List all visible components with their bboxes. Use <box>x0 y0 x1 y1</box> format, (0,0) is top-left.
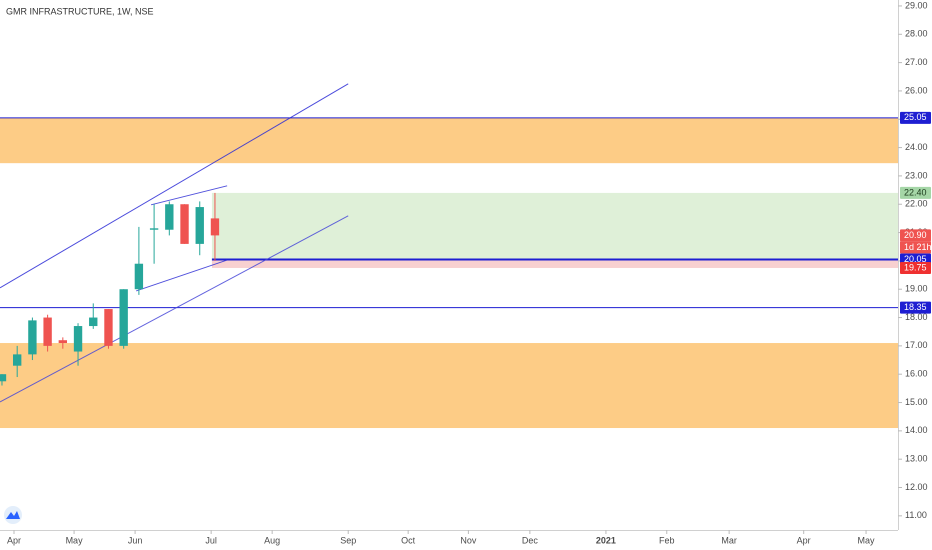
x-tick-label: 2021 <box>596 535 616 545</box>
candle-body <box>73 326 83 352</box>
y-tick-label: 28.00 <box>905 29 928 39</box>
logo <box>4 506 22 524</box>
candle-body <box>149 228 159 230</box>
y-tick-label: 22.00 <box>905 199 928 209</box>
candle-body <box>134 263 144 290</box>
x-tick-label: Apr <box>797 535 811 545</box>
y-tick-label: 23.00 <box>905 170 928 180</box>
y-tick-label: 26.00 <box>905 85 928 95</box>
x-tick-label: Jul <box>205 535 217 545</box>
candle-body <box>210 218 220 236</box>
price-label-box <box>900 186 931 199</box>
y-tick-label: 15.00 <box>905 397 928 407</box>
candle-body <box>89 317 98 327</box>
y-tick-label: 17.00 <box>905 340 928 350</box>
y-tick-label: 24.00 <box>905 142 928 152</box>
price-label-box <box>900 229 931 242</box>
trend-line <box>135 259 228 292</box>
y-tick-label: 19.00 <box>905 284 928 294</box>
x-tick-label: May <box>66 535 84 545</box>
x-tick-label: Oct <box>401 535 416 545</box>
price-label: 22.40 <box>904 187 927 197</box>
position-zone <box>211 192 899 260</box>
x-tick-label: May <box>858 535 876 545</box>
candle-body <box>58 340 68 344</box>
zone <box>0 117 898 164</box>
price-label: 20.05 <box>904 254 927 264</box>
y-tick-label: 18.00 <box>905 312 928 322</box>
y-tick-label: 16.00 <box>905 369 928 379</box>
price-label: 25.05 <box>904 112 927 122</box>
drawings <box>0 83 898 403</box>
candle-body <box>0 374 7 382</box>
candle-body <box>43 317 52 346</box>
chart-title: GMR INFRASTRUCTURE, 1W, NSE <box>6 6 154 16</box>
y-tick-label: 14.00 <box>905 425 928 435</box>
y-tick-label: 13.00 <box>905 454 928 464</box>
zones <box>0 117 899 429</box>
zone <box>0 343 898 429</box>
x-tick-label: Sep <box>340 535 356 545</box>
trend-line <box>150 185 228 206</box>
trend-line <box>0 83 349 289</box>
x-tick-label: Apr <box>7 535 21 545</box>
candle-body <box>104 309 113 346</box>
logo-mark <box>6 511 20 519</box>
y-tick-label: 11.00 <box>905 510 927 520</box>
trend-line <box>0 215 349 403</box>
countdown-box <box>900 241 931 254</box>
price-label-box <box>900 261 931 274</box>
price-label: 20.90 <box>904 230 927 240</box>
price-label: 18.35 <box>904 302 927 312</box>
price-label-box <box>900 111 931 124</box>
x-tick-label: Nov <box>460 535 477 545</box>
candle-body <box>13 354 22 366</box>
candle-body <box>180 204 189 244</box>
candle-body <box>165 204 174 230</box>
countdown: 1d 21h <box>904 242 932 252</box>
candle-body <box>28 320 37 355</box>
y-tick-label: 29.00 <box>905 0 928 10</box>
x-tick-label: Jun <box>128 535 143 545</box>
y-tick-label: 27.00 <box>905 57 928 67</box>
y-tick-label: 12.00 <box>905 482 928 492</box>
price-label: 19.75 <box>904 262 927 272</box>
price-label-box <box>900 301 931 314</box>
candles <box>0 192 220 386</box>
candle-body <box>195 207 204 244</box>
x-tick-label: Mar <box>721 535 737 545</box>
x-tick-label: Aug <box>264 535 280 545</box>
candle-body <box>119 289 128 346</box>
position-zone <box>211 259 899 268</box>
x-tick-label: Feb <box>659 535 675 545</box>
x-tick-label: Dec <box>522 535 539 545</box>
